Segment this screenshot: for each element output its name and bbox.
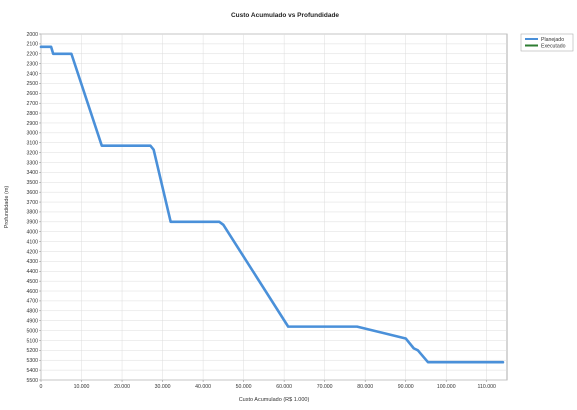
y-tick-label: 2000 (26, 32, 38, 38)
y-tick-label: 4000 (26, 230, 38, 236)
y-tick-label: 4100 (26, 239, 38, 245)
y-tick-label: 3400 (26, 170, 38, 176)
x-tick-label: 40.000 (195, 384, 211, 390)
y-tick-label: 5100 (26, 338, 38, 344)
y-tick-label: 3200 (26, 150, 38, 156)
y-tick-label: 4800 (26, 309, 38, 315)
y-tick-label: 2100 (26, 42, 38, 48)
y-tick-label: 2700 (26, 101, 38, 107)
y-tick-label: 3700 (26, 200, 38, 206)
y-tick-label: 2500 (26, 81, 38, 87)
y-tick-label: 3000 (26, 131, 38, 137)
plot-area-border (40, 33, 508, 381)
x-axis-title: Custo Acumulado (R$ 1.000) (239, 397, 310, 403)
y-tick-label: 2900 (26, 121, 38, 127)
y-tick-label: 5300 (26, 358, 38, 364)
series-line-planejado (39, 45, 505, 364)
y-tick-label: 3800 (26, 210, 38, 216)
y-tick-label: 2300 (26, 61, 38, 67)
y-tick-label: 2200 (26, 52, 38, 58)
x-tick-label: 50.000 (236, 384, 252, 390)
gridlines (40, 33, 507, 381)
y-tick-label: 4200 (26, 249, 38, 255)
x-tick-label: 100.000 (437, 384, 456, 390)
y-tick-label: 3600 (26, 190, 38, 196)
y-tick-label: 2400 (26, 71, 38, 77)
y-tick-label: 5200 (26, 348, 38, 354)
y-tick-label: 5500 (26, 378, 38, 384)
y-tick-label: 4300 (26, 259, 38, 265)
y-tick-label: 3500 (26, 180, 38, 186)
y-tick-label: 3300 (26, 160, 38, 166)
y-axis-ticks: 2000 2100 2200 2300 2400 2500 2600 2700 2800 2900… (26, 32, 41, 384)
x-tick-label: 20.000 (114, 384, 130, 390)
x-tick-label: 0 (40, 384, 43, 390)
y-tick-label: 3900 (26, 220, 38, 226)
y-tick-label: 2800 (26, 111, 38, 117)
y-tick-label: 3100 (26, 141, 38, 147)
x-tick-label: 30.000 (155, 384, 171, 390)
y-axis-title: Profundidade (m) (4, 186, 10, 229)
legend-label: Executado (541, 43, 566, 49)
x-axis-ticks: 0 10.000 20.000 30.000 40.000 50.000 60.000 70.… (40, 380, 496, 390)
x-tick-label: 80.000 (357, 384, 373, 390)
x-tick-label: 70.000 (317, 384, 333, 390)
x-tick-label: 10.000 (74, 384, 90, 390)
x-tick-label: 60.000 (276, 384, 292, 390)
y-tick-label: 4400 (26, 269, 38, 275)
y-tick-label: 4700 (26, 299, 38, 305)
y-tick-label: 5000 (26, 328, 38, 334)
x-tick-label: 90.000 (398, 384, 414, 390)
y-tick-label: 4600 (26, 289, 38, 295)
y-tick-label: 2600 (26, 91, 38, 97)
series-lines (39, 45, 505, 364)
x-tick-label: 110.000 (478, 384, 496, 390)
y-tick-label: 4900 (26, 318, 38, 324)
chart-title: Custo Acumulado vs Profundidade (231, 12, 339, 19)
legend-label: Planejado (541, 37, 564, 43)
y-tick-label: 5400 (26, 368, 38, 374)
y-tick-label: 4500 (26, 279, 38, 285)
